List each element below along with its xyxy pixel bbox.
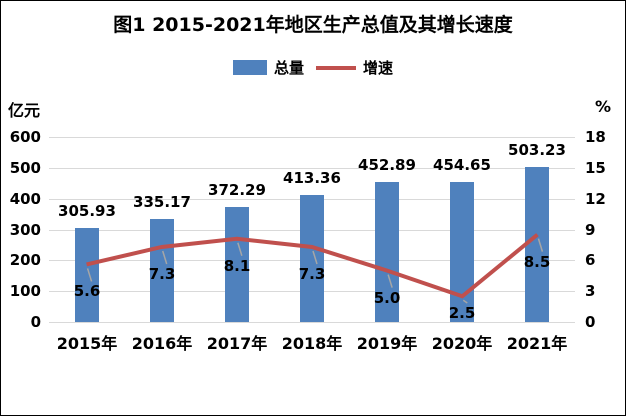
- x-axis-category-label: 2018年: [281, 334, 343, 353]
- bar: [150, 219, 174, 322]
- line-value-label: 5.0: [373, 289, 401, 307]
- bar-value-label: 452.89: [358, 156, 416, 174]
- label-leader-line: [161, 250, 168, 265]
- x-axis-category-label: 2020年: [431, 334, 493, 353]
- legend-label-growth: 增速: [363, 59, 394, 77]
- y-axis-tick-left: 600: [9, 128, 41, 146]
- line-value-label: 7.3: [298, 265, 326, 283]
- right-axis-unit: %: [595, 97, 612, 116]
- x-axis-category-label: 2016年: [131, 334, 193, 353]
- bar-value-label: 503.23: [508, 141, 566, 159]
- legend-bar-swatch-icon: [232, 60, 267, 75]
- bar-value-label: 335.17: [133, 193, 191, 211]
- gridline: [49, 322, 575, 323]
- bar-value-label: 454.65: [433, 156, 491, 174]
- label-leader-line: [462, 299, 468, 304]
- line-value-label: 8.1: [223, 257, 251, 275]
- line-value-label: 8.5: [523, 253, 551, 271]
- y-axis-tick-right: 9: [585, 221, 596, 239]
- bar-value-label: 305.93: [58, 202, 116, 220]
- chart-legend: 总量 增速: [1, 57, 625, 78]
- label-leader-line: [387, 274, 393, 288]
- x-axis-category-label: 2019年: [356, 334, 418, 353]
- y-axis-tick-right: 12: [585, 190, 606, 208]
- bar-value-label: 413.36: [283, 169, 341, 187]
- legend-label-total: 总量: [273, 59, 304, 77]
- y-axis-tick-left: 200: [9, 251, 41, 269]
- label-leader-line: [237, 242, 243, 256]
- legend-line-swatch-icon: [316, 65, 356, 70]
- line-value-label: 7.3: [148, 265, 176, 283]
- y-axis-tick-left: 100: [9, 282, 41, 300]
- x-axis-category-label: 2021年: [506, 334, 568, 353]
- y-axis-tick-right: 3: [585, 282, 596, 300]
- x-axis-category-label: 2017年: [206, 334, 268, 353]
- y-axis-tick-right: 6: [585, 251, 596, 269]
- y-axis-tick-left: 500: [9, 159, 41, 177]
- line-value-label: 5.6: [73, 282, 101, 300]
- label-leader-line: [312, 250, 318, 265]
- y-axis-tick-right: 18: [585, 128, 606, 146]
- bar: [75, 228, 99, 322]
- bar: [300, 195, 324, 322]
- bar-value-label: 372.29: [208, 181, 266, 199]
- bar: [225, 207, 249, 322]
- growth-line: [86, 233, 539, 299]
- gridline: [49, 168, 575, 169]
- left-axis-unit: 亿元: [8, 101, 41, 120]
- bar: [525, 167, 549, 322]
- bar: [450, 182, 474, 322]
- x-axis-category-label: 2015年: [56, 334, 118, 353]
- label-leader-line: [86, 268, 93, 282]
- y-axis-tick-left: 300: [9, 221, 41, 239]
- y-axis-tick-left: 400: [9, 190, 41, 208]
- y-axis-tick-right: 0: [585, 313, 596, 331]
- bar: [375, 182, 399, 322]
- label-leader-line: [537, 238, 544, 252]
- line-value-label: 2.5: [448, 304, 476, 322]
- y-axis-tick-right: 15: [585, 159, 606, 177]
- gridline: [49, 137, 575, 138]
- y-axis-tick-left: 0: [30, 313, 41, 331]
- chart-title: 图1 2015-2021年地区生产总值及其增长速度: [113, 14, 513, 36]
